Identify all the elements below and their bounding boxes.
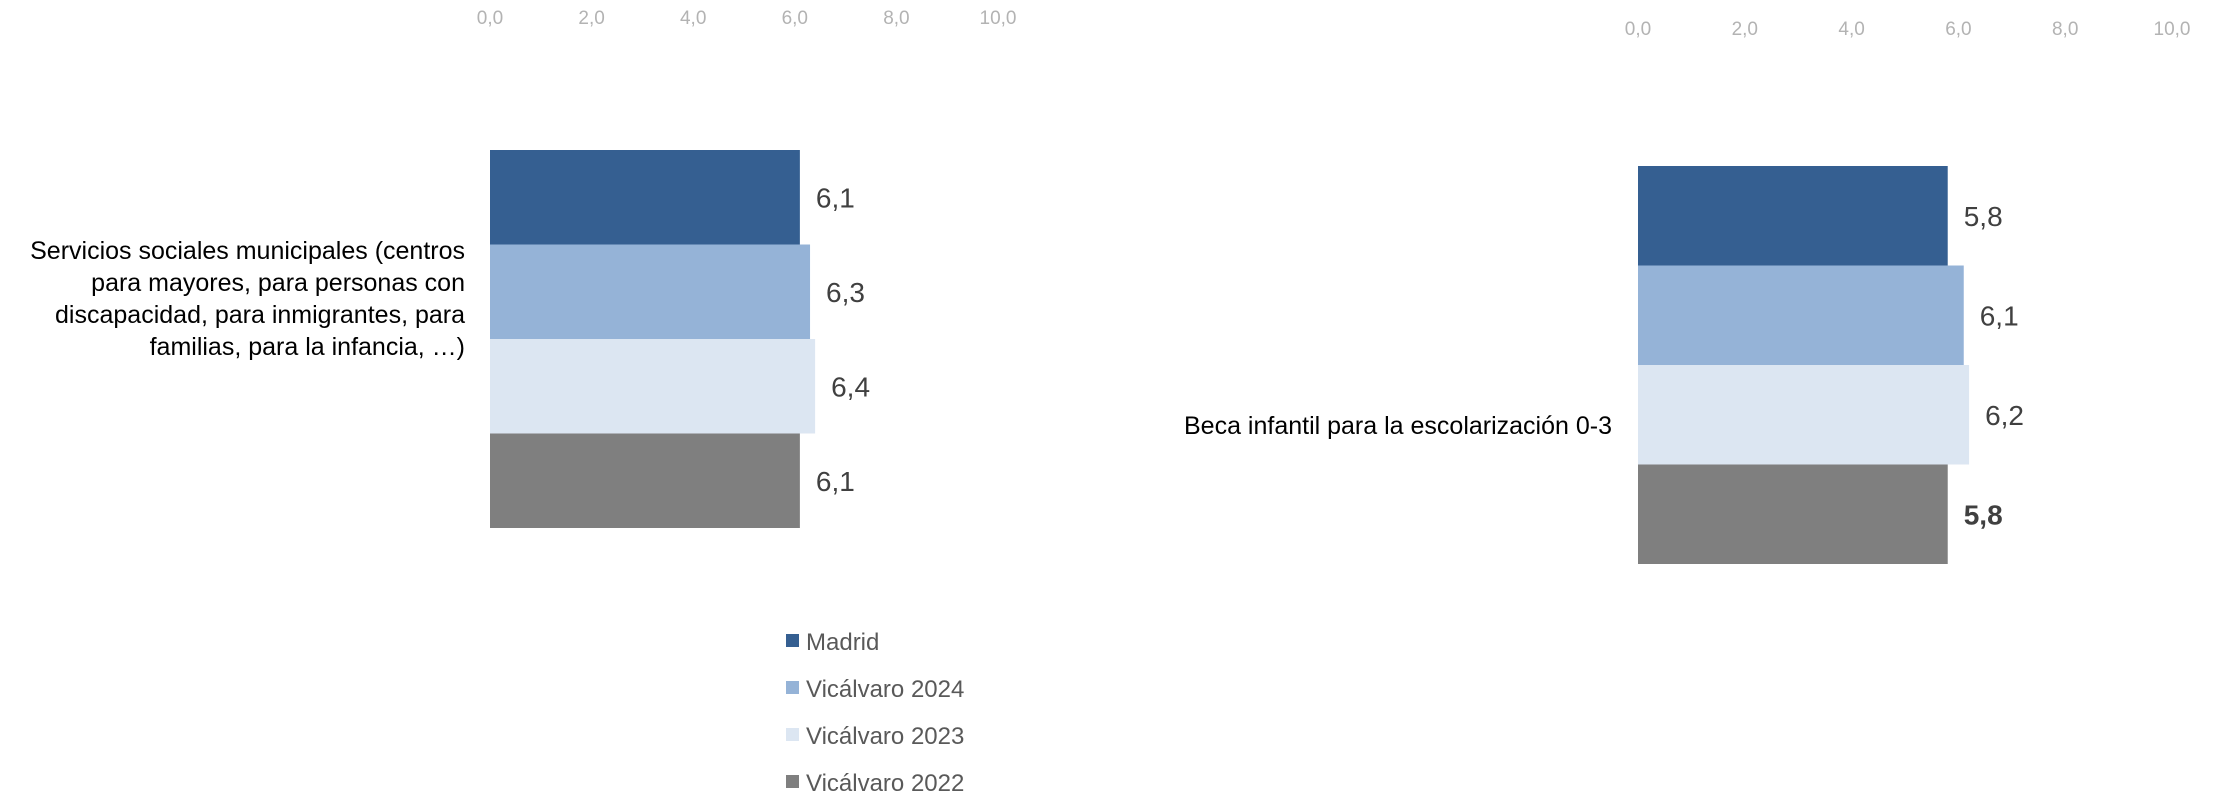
legend-label: Vicálvaro 2024 [806, 676, 964, 703]
category-label-line: Servicios sociales municipales (centros [30, 237, 465, 265]
legend-swatch [786, 775, 799, 788]
category-label: Servicios sociales municipales (centros p… [30, 237, 465, 361]
x-tick-label: 4,0 [1838, 19, 1864, 40]
bar-vic-lvaro-2024 [490, 244, 811, 339]
data-label: 6,4 [831, 371, 870, 402]
bar-vic-lvaro-2024 [1638, 265, 1964, 365]
chart-panel-servicios-sociales: 0,0 2,0 4,0 6,0 8,0 10,0 6,1 6,3 6,4 6,1 Servicios… [30, 8, 1016, 528]
x-tick-label: 6,0 [782, 8, 808, 29]
x-tick-label: 0,0 [1625, 19, 1651, 40]
category-label-line: Beca infantil para la escolarización 0-3 [1184, 412, 1612, 440]
x-tick-label: 10,0 [2154, 19, 2191, 40]
data-label: 6,3 [826, 277, 865, 308]
x-tick-label: 2,0 [1732, 19, 1758, 40]
category-label-line: discapacidad, para inmigrantes, para [55, 301, 465, 329]
x-tick-label: 10,0 [980, 8, 1017, 29]
data-label: 6,1 [816, 466, 855, 497]
data-label: 6,2 [1985, 400, 2024, 431]
chart-panel-beca-infantil: 0,0 2,0 4,0 6,0 8,0 10,0 5,8 6,1 6,2 5,8 Beca infa… [1184, 19, 2191, 564]
x-tick-label: 0,0 [477, 8, 503, 29]
legend-swatch [786, 634, 799, 647]
bar-madrid [490, 150, 800, 245]
x-tick-label: 6,0 [1945, 19, 1971, 40]
legend-swatch [786, 681, 799, 694]
category-label: Beca infantil para la escolarización 0-3 [1184, 412, 1612, 440]
data-label: 6,1 [1980, 300, 2019, 331]
bar-vic-lvaro-2022 [490, 433, 800, 528]
legend: Madrid Vicálvaro 2024 Vicálvaro 2023 Vicálv… [786, 629, 964, 793]
legend-label: Vicálvaro 2022 [806, 770, 964, 793]
x-tick-label: 4,0 [680, 8, 706, 29]
category-label-line: familias, para la infancia, …) [150, 333, 465, 361]
data-label: 5,8 [1964, 499, 2003, 530]
legend-swatch [786, 728, 799, 741]
bar-vic-lvaro-2023 [490, 339, 816, 434]
bar-vic-lvaro-2022 [1638, 464, 1948, 564]
x-tick-label: 2,0 [578, 8, 604, 29]
legend-label: Vicálvaro 2023 [806, 723, 964, 750]
x-tick-label: 8,0 [883, 8, 909, 29]
x-tick-label: 8,0 [2052, 19, 2078, 40]
legend-label: Madrid [806, 629, 879, 656]
data-label: 6,1 [816, 182, 855, 213]
bar-vic-lvaro-2023 [1638, 365, 1970, 465]
category-label-line: para mayores, para personas con [91, 269, 465, 297]
data-label: 5,8 [1964, 201, 2003, 232]
bar-madrid [1638, 166, 1948, 266]
